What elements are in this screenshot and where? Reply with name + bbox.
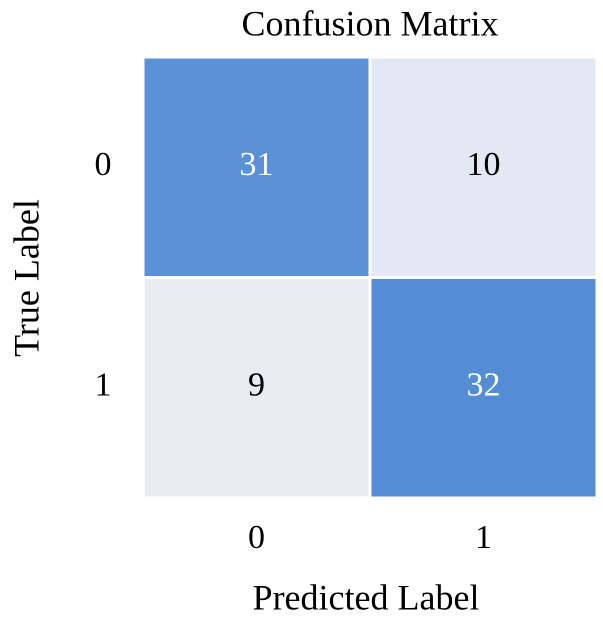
x-tick-label: 0 — [248, 519, 265, 556]
cell-label: 32 — [467, 367, 501, 404]
y-tick-label: 1 — [95, 367, 112, 404]
x-tick-label: 1 — [475, 519, 492, 556]
y-axis-label: True Label — [6, 199, 46, 357]
heatmap-cell — [141, 276, 372, 500]
cell-label: 10 — [467, 146, 501, 183]
heatmap-cell — [141, 55, 372, 279]
x-axis-label: Predicted Label — [253, 577, 480, 617]
y-tick-label: 0 — [95, 146, 112, 183]
heatmap-cell — [368, 276, 599, 500]
heatmap-cell — [368, 55, 599, 279]
cell-label: 9 — [248, 367, 265, 404]
chart-title: Confusion Matrix — [242, 3, 499, 43]
cell-label: 31 — [240, 146, 274, 183]
